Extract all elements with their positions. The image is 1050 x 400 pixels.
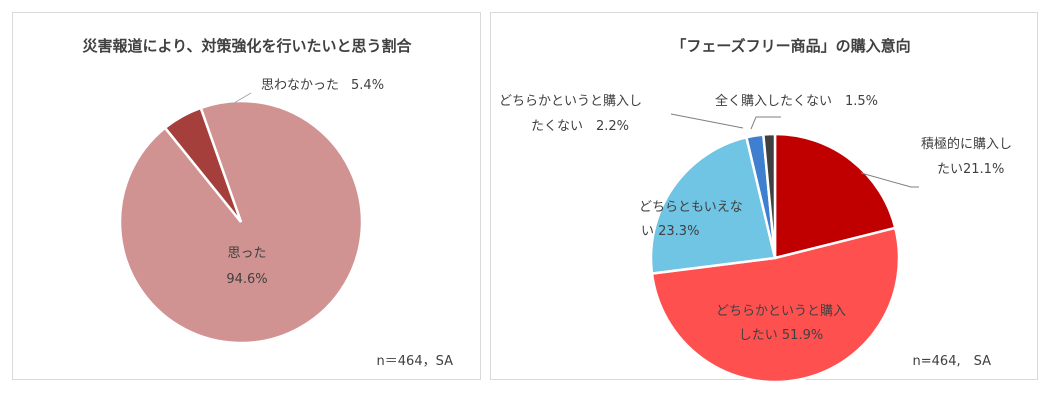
chart-title: 「フェーズフリー商品」の購入意向: [671, 37, 910, 55]
slice-label-sekkyoku-line1: 積極的に購入し: [921, 136, 1012, 152]
chart-panel-disaster-news: 災害報道により、対策強化を行いたいと思う割合 思わなかった 5.4% 思った 94…: [12, 12, 481, 380]
leader-line: [670, 113, 744, 129]
slice-label-dochiramo-line2: い 23.3%: [641, 224, 699, 239]
sample-note: n＝464，SA: [377, 354, 454, 369]
pie-slice-sekkyoku: [773, 132, 897, 260]
pie-slice-dochiramo: [649, 135, 777, 275]
slice-label-omotta: 思った: [227, 246, 266, 261]
slice-label-shitakunai-line1: どちらかというと購入し: [499, 94, 642, 109]
pie-slice-omowanakatta: [163, 106, 243, 223]
slice-value-omotta: 94.6%: [226, 272, 267, 287]
slice-label-dochiramo-line1: どちらともいえな: [639, 200, 743, 215]
pie-slice-mattaku: [761, 132, 777, 259]
slice-label-kounyu-line2: したい 51.9%: [739, 328, 823, 343]
pie-chart-left: 災害報道により、対策強化を行いたいと思う割合 思わなかった 5.4% 思った 94…: [82, 37, 454, 369]
leader-line: [860, 172, 919, 188]
slice-label-shitakunai-line2: たくない 2.2%: [531, 119, 629, 134]
leader-line: [228, 92, 252, 107]
chart-panel-phase-free: 「フェーズフリー商品」の購入意向 積極的に購入し たい21.1% どちらかという…: [490, 12, 1038, 381]
slice-label-omowanakatta: 思わなかった 5.4%: [261, 78, 384, 93]
leader-line: [750, 116, 781, 130]
slice-label-kounyu-line1: どちらかというと購入: [716, 304, 846, 319]
slice-label-mattaku: 全く購入したくない 1.5%: [715, 93, 878, 109]
slice-label-sekkyoku-line2: たい21.1%: [937, 162, 1004, 177]
chart-title: 災害報道により、対策強化を行いたいと思う割合: [82, 37, 412, 55]
pie-chart-right: 「フェーズフリー商品」の購入意向 積極的に購入し たい21.1% どちらかという…: [499, 37, 1012, 381]
sample-note: n=464, SA: [913, 354, 992, 369]
